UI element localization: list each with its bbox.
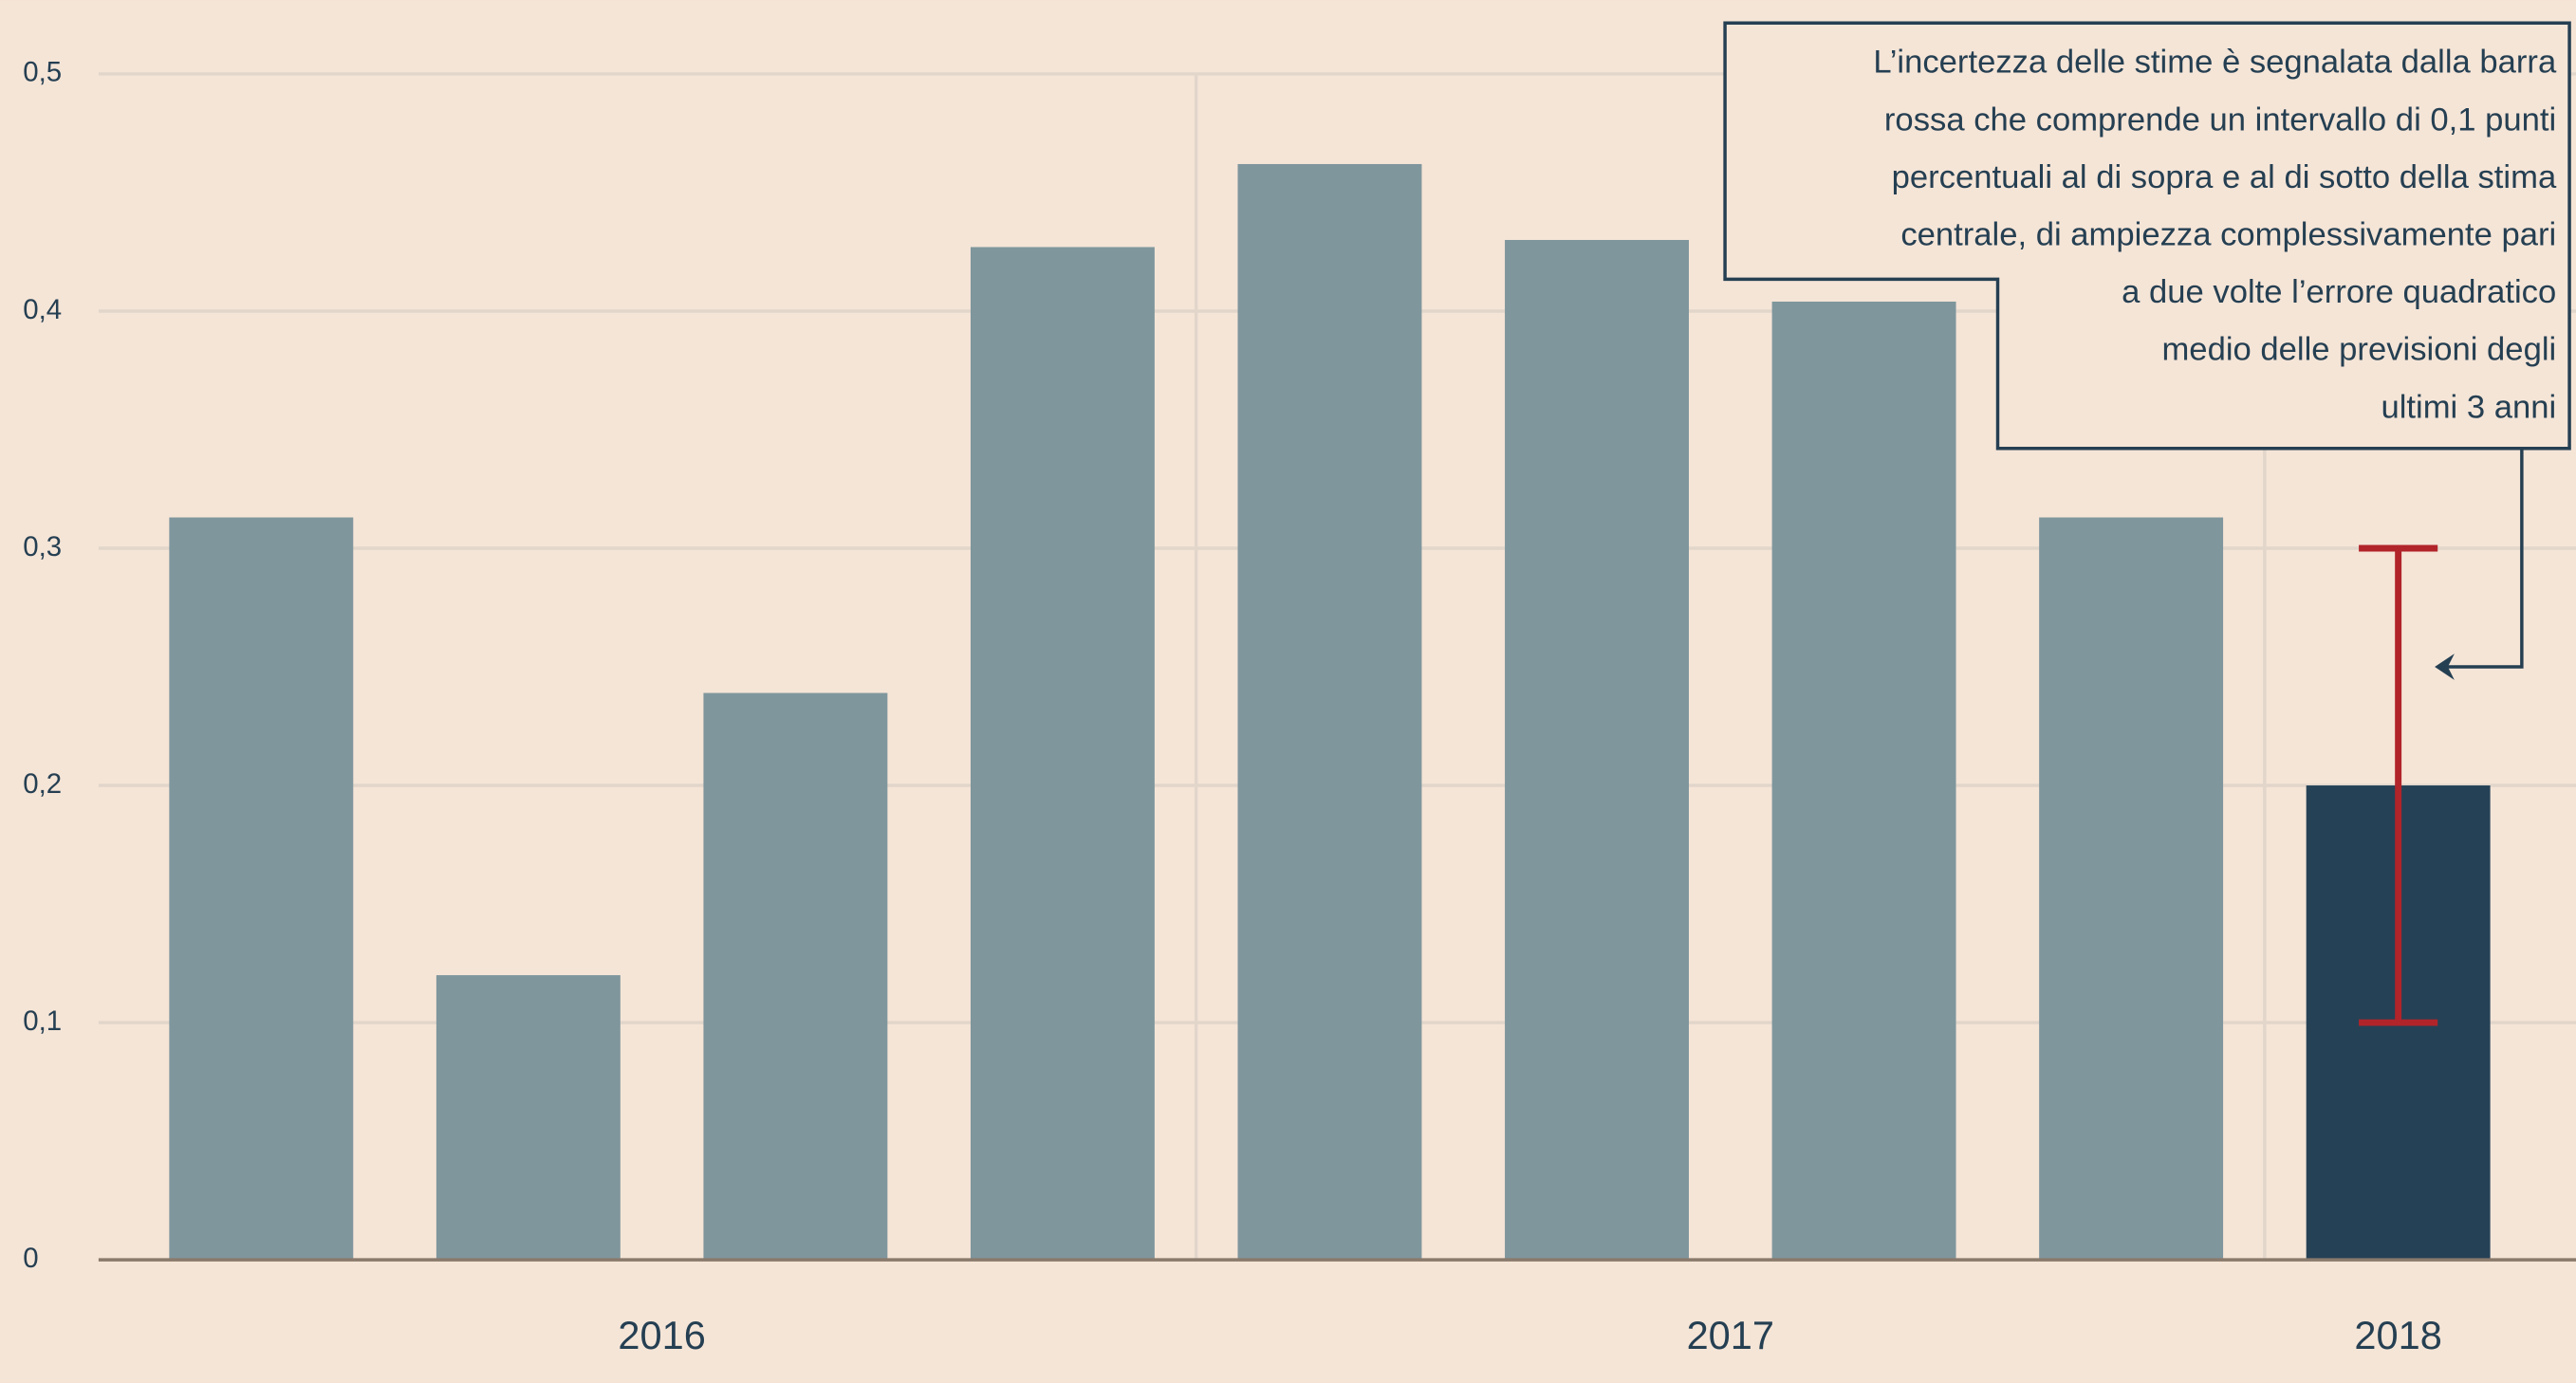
group-label: 2018: [2354, 1313, 2441, 1357]
group-label: 2016: [618, 1313, 705, 1357]
bar: [703, 692, 888, 1261]
group-label: 2017: [1687, 1313, 1774, 1357]
annotation-line: a due volte l’errore quadratico: [2122, 274, 2556, 310]
y-tick-label: 0,3: [23, 531, 62, 562]
annotation-line: centrale, di ampiezza complessivamente p…: [1900, 217, 2556, 253]
y-tick-label: 0: [23, 1243, 38, 1274]
y-tick-label: 0,4: [23, 294, 62, 325]
annotation-arrow: [2447, 448, 2524, 669]
annotation: L’incertezza delle stime è segnalata dal…: [1873, 45, 2557, 426]
annotation-line: L’incertezza delle stime è segnalata dal…: [1873, 45, 2557, 81]
annotation-line: percentuali al di sopra e al di sotto de…: [1892, 159, 2557, 195]
y-tick-label: 0,1: [23, 1005, 62, 1037]
annotation-box: [1723, 21, 2571, 451]
annotation-line: rossa che comprende un intervallo di 0,1…: [1884, 101, 2556, 138]
annotation-line: ultimi 3 anni: [2381, 389, 2556, 425]
bar: [1237, 163, 1422, 1261]
annotation-line: medio delle previsioni degli: [2161, 332, 2556, 368]
bar: [436, 975, 621, 1261]
error-bar: [2359, 544, 2438, 1026]
bar: [970, 247, 1155, 1261]
bars: [98, 163, 2576, 1262]
bar: [169, 517, 354, 1261]
bar: [1771, 301, 1956, 1261]
y-tick-label: 0,2: [23, 768, 62, 800]
arrow-head: [2435, 654, 2455, 680]
bar: [1505, 239, 1689, 1261]
y-tick-label: 0,5: [23, 57, 62, 88]
bar: [2039, 517, 2224, 1261]
